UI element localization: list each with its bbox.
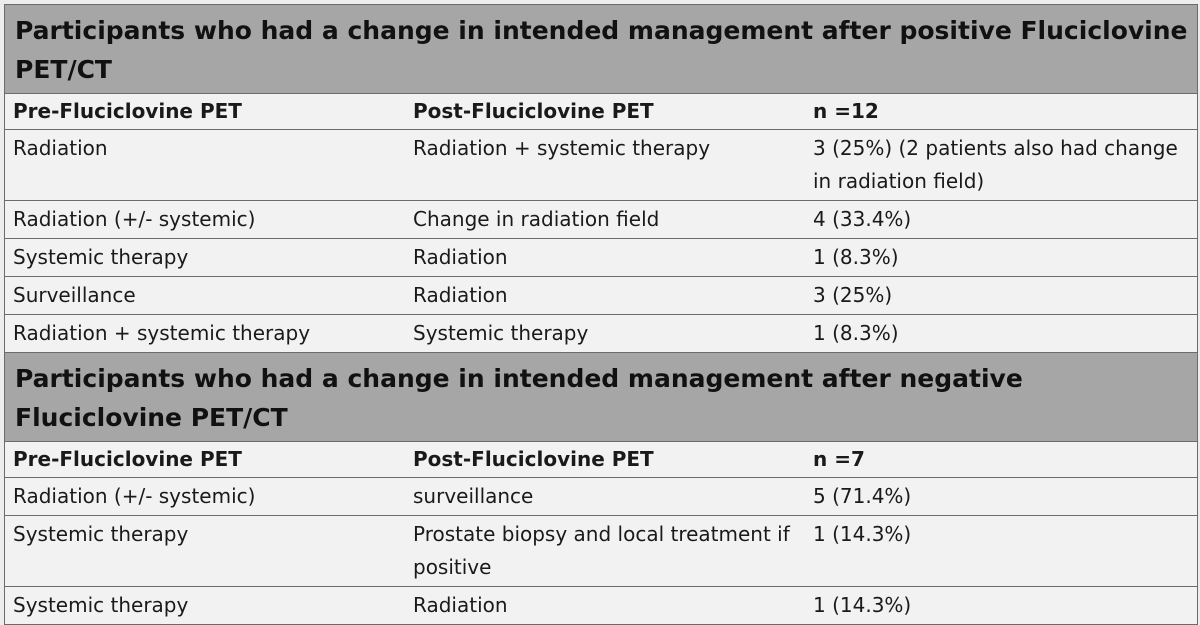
section-title-positive: Participants who had a change in intende…: [5, 5, 1197, 94]
pre-cell: Radiation + systemic therapy: [13, 321, 311, 345]
table-row: Surveillance Radiation 3 (25%): [5, 277, 1197, 315]
table-row: Radiation + systemic therapy Systemic th…: [5, 315, 1197, 353]
column-header-pre: Pre-Fluciclovine PET: [13, 99, 242, 123]
column-header-n: n =7: [813, 447, 865, 471]
n-cell: 3 (25%) (2 patients also had change in r…: [813, 136, 1178, 193]
table-row: Systemic therapy Radiation 1 (14.3%): [5, 587, 1197, 624]
post-cell: Radiation: [413, 283, 508, 307]
table-row: Systemic therapy Radiation 1 (8.3%): [5, 239, 1197, 277]
table-row: Radiation Radiation + systemic therapy 3…: [5, 130, 1197, 201]
n-cell: 3 (25%): [813, 283, 893, 307]
header-row-negative: Pre-Fluciclovine PET Post-Fluciclovine P…: [5, 442, 1197, 478]
pre-cell: Systemic therapy: [13, 245, 189, 269]
post-cell: Radiation: [413, 593, 508, 617]
column-header-post: Post-Fluciclovine PET: [413, 99, 654, 123]
n-cell: 1 (14.3%): [813, 593, 912, 617]
pre-cell: Systemic therapy: [13, 593, 189, 617]
header-row-positive: Pre-Fluciclovine PET Post-Fluciclovine P…: [5, 94, 1197, 130]
section-title-negative: Participants who had a change in intende…: [5, 353, 1197, 442]
post-cell: Prostate biopsy and local treatment if p…: [413, 522, 790, 579]
column-header-n: n =12: [813, 99, 879, 123]
table-row: Systemic therapy Prostate biopsy and loc…: [5, 516, 1197, 587]
column-header-post: Post-Fluciclovine PET: [413, 447, 654, 471]
n-cell: 1 (8.3%): [813, 245, 899, 269]
post-cell: Systemic therapy: [413, 321, 589, 345]
pre-cell: Radiation: [13, 136, 108, 160]
column-header-pre: Pre-Fluciclovine PET: [13, 447, 242, 471]
pre-cell: Radiation (+/- systemic): [13, 484, 256, 508]
management-change-table: Participants who had a change in intende…: [4, 4, 1198, 625]
post-cell: Radiation + systemic therapy: [413, 136, 711, 160]
n-cell: 1 (8.3%): [813, 321, 899, 345]
n-cell: 5 (71.4%): [813, 484, 912, 508]
pre-cell: Radiation (+/- systemic): [13, 207, 256, 231]
pre-cell: Systemic therapy: [13, 522, 189, 546]
n-cell: 1 (14.3%): [813, 522, 912, 546]
pre-cell: Surveillance: [13, 283, 136, 307]
table-row: Radiation (+/- systemic) surveillance 5 …: [5, 478, 1197, 516]
n-cell: 4 (33.4%): [813, 207, 912, 231]
post-cell: Change in radiation field: [413, 207, 660, 231]
post-cell: surveillance: [413, 484, 534, 508]
post-cell: Radiation: [413, 245, 508, 269]
table-row: Radiation (+/- systemic) Change in radia…: [5, 201, 1197, 239]
